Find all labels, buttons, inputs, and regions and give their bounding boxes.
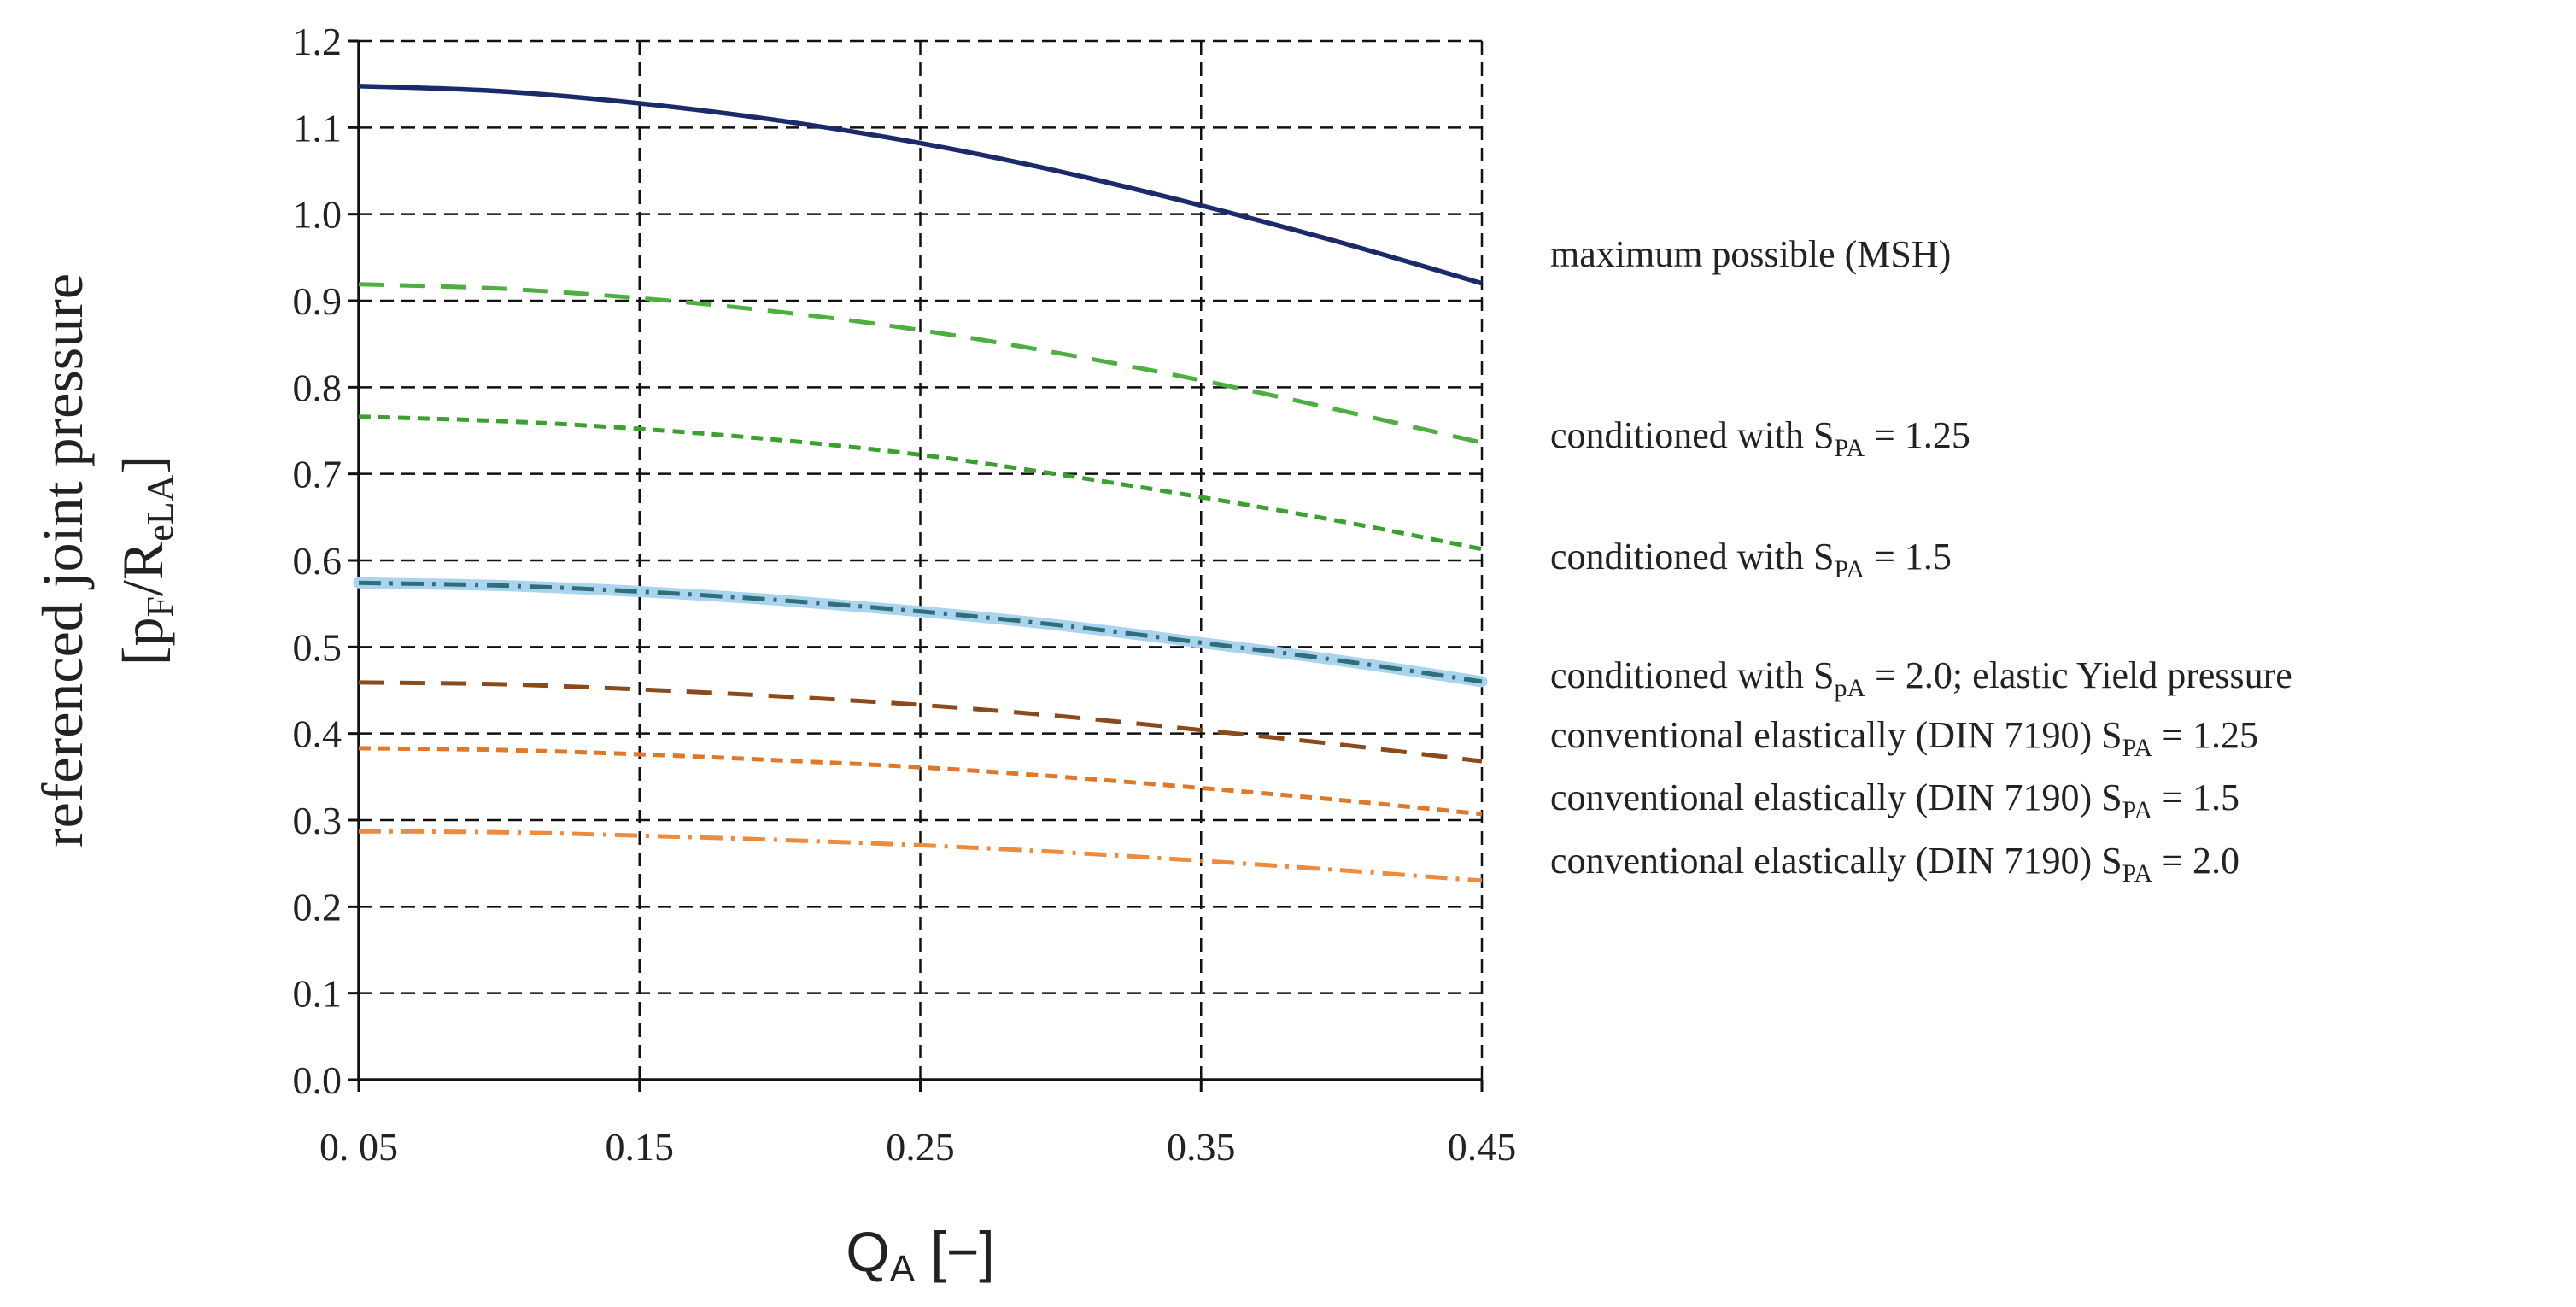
series-line-conv20: [358, 829, 1483, 883]
y-tick-label: 0.4: [293, 712, 342, 756]
legend-entry-msh: maximum possible (MSH): [1550, 233, 1951, 275]
legend-entry-conv125: conventional elastically (DIN 7190) SPA …: [1550, 714, 2258, 762]
series-line-cond125: [358, 282, 1483, 445]
y-tick-label: 0.6: [293, 539, 342, 583]
x-tick-label: 0.45: [1448, 1125, 1517, 1169]
y-tick-label: 1.0: [293, 193, 342, 237]
series-lines: [353, 83, 1488, 883]
y-tick-label: 1.1: [293, 106, 342, 149]
x-axis-label: QA [−]: [846, 1220, 994, 1290]
legend-entry-cond15: conditioned with SPA = 1.5: [1550, 536, 1952, 583]
axes: [348, 39, 1484, 1092]
legend-entry-conv15: conventional elastically (DIN 7190) SPA …: [1550, 777, 2239, 824]
y-axis-label-line2: [pF/ReLA]: [110, 455, 181, 665]
series-line-cond20: [358, 580, 1483, 684]
tick-labels: 0.0 0.1 0.2 0.3 0.4 0.5 0.6 0.7 0.8 0.9 1.0 1.1 1.2 0…: [293, 20, 1517, 1169]
y-tick-label: 1.2: [293, 20, 342, 63]
series-line-cond15: [358, 414, 1483, 552]
y-tick-label: 0.5: [293, 625, 342, 669]
y-tick-label: 0.7: [293, 453, 342, 496]
y-tick-label: 0.2: [293, 885, 342, 929]
legend-entry-conv20: conventional elastically (DIN 7190) SPA …: [1550, 840, 2239, 888]
y-tick-label: 0.8: [293, 366, 342, 409]
legend: maximum possible (MSH) conditioned with S…: [1550, 233, 2292, 888]
x-tick-label: 0.15: [606, 1125, 675, 1169]
x-tick-label: 0.25: [886, 1125, 955, 1169]
series-line-conv125: [358, 680, 1483, 764]
y-axis-label: referenced joint pressure [pF/ReLA]: [30, 273, 181, 847]
grid: [359, 39, 1484, 1080]
series-line-conv15: [358, 746, 1483, 817]
x-tick-label: 0. 05: [319, 1125, 398, 1169]
y-tick-label: 0.0: [293, 1058, 342, 1102]
legend-entry-cond20: conditioned with SpA = 2.0; elastic Yiel…: [1550, 654, 2292, 702]
series-line-msh: [358, 83, 1483, 286]
y-tick-label: 0.9: [293, 279, 342, 323]
x-tick-label: 0.35: [1167, 1125, 1236, 1169]
y-axis-label-line1: referenced joint pressure: [30, 273, 95, 847]
y-tick-label: 0.1: [293, 972, 342, 1016]
y-tick-label: 0.3: [293, 799, 342, 842]
legend-entry-cond125: conditioned with SPA = 1.25: [1550, 414, 1970, 462]
